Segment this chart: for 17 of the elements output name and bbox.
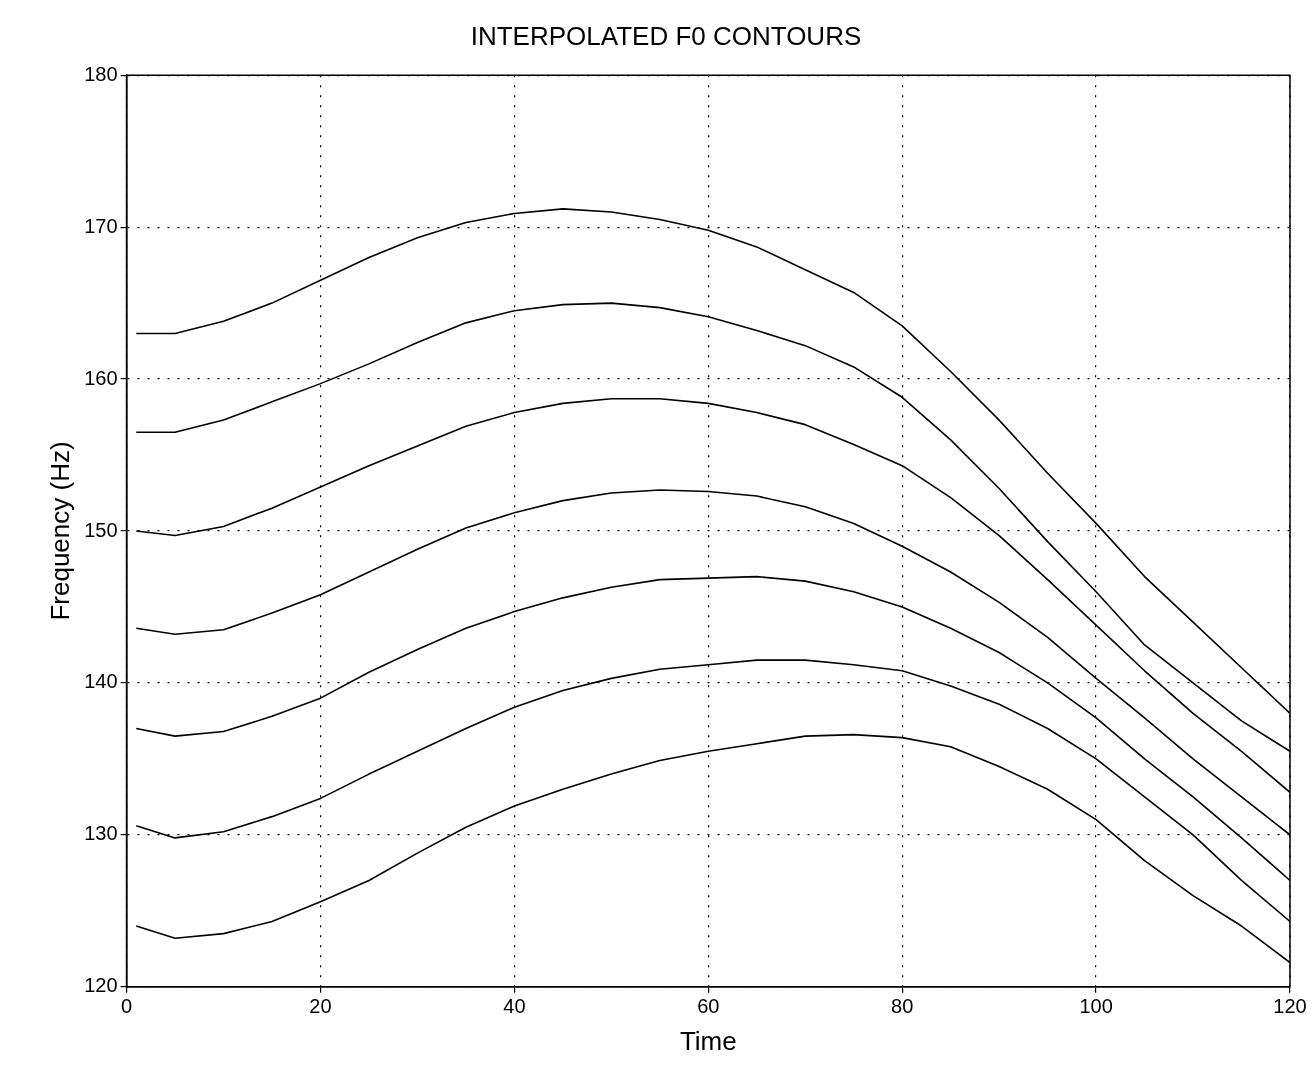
chart-title: INTERPOLATED F0 CONTOURS [470,20,862,51]
x-axis-title: Time [679,1025,737,1056]
y-tick-label: 140 [84,670,118,693]
x-tick-label: 60 [697,995,720,1018]
x-tick-label: 100 [1079,995,1113,1018]
y-tick-label: 130 [84,822,118,845]
x-tick-label: 80 [891,995,914,1018]
x-tick-label: 20 [309,995,332,1018]
y-tick-label: 120 [84,974,118,997]
x-tick-label: 0 [121,995,133,1018]
x-tick-label: 40 [503,995,526,1018]
y-tick-label: 180 [84,62,118,85]
y-tick-label: 150 [84,518,118,541]
x-tick-label: 120 [1273,995,1307,1018]
y-tick-label: 170 [84,214,118,237]
y-tick-label: 160 [84,366,118,389]
y-axis-title: Frequency (Hz) [44,441,75,621]
